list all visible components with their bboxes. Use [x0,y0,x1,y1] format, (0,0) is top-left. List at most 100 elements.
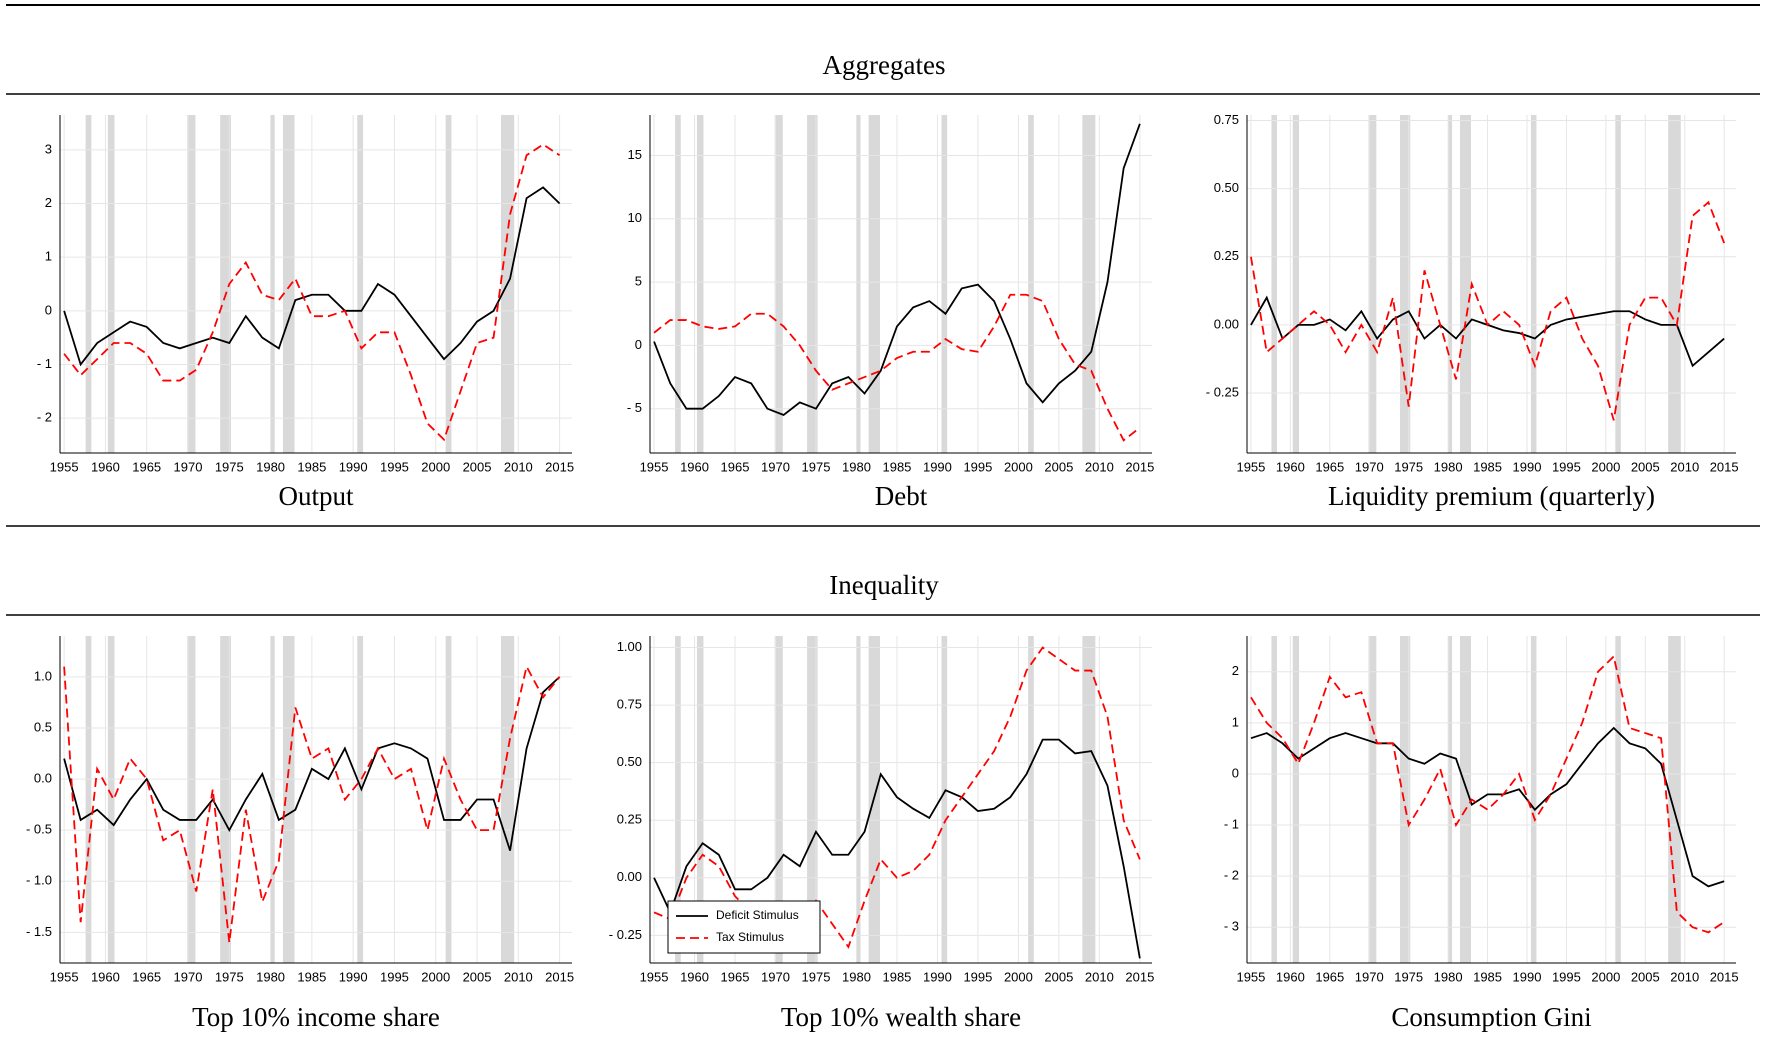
x-tick-label: 2000 [421,969,450,984]
y-tick-label: 0.50 [617,754,642,769]
recession-band [220,636,231,963]
series-line [653,646,1141,949]
recession-band [1668,636,1681,963]
x-tick-label: 1975 [1394,459,1423,474]
y-tick-label: 0.5 [34,719,52,734]
panel: 1955 1960 1965 1970 1975 1980 1985 1990 1995 2000… [1224,636,1739,1032]
series-line [63,676,561,851]
recession-band [107,636,115,963]
y-tick-label: - 1.5 [26,924,52,939]
y-tick-label: 0.00 [617,869,642,884]
x-tick-label: 1955 [50,969,79,984]
x-tick-label: 1970 [761,969,790,984]
recession-band [1530,636,1537,963]
x-tick-label: 1985 [1473,459,1502,474]
series-line [1250,654,1725,934]
y-tick-label: 0.25 [1214,248,1239,263]
x-tick-label: 1970 [761,459,790,474]
recession-band [1028,115,1034,453]
x-tick-label: 2005 [1631,459,1660,474]
recession-band [1082,115,1096,453]
x-tick-label: 1975 [802,969,831,984]
recession-band [270,636,275,963]
recession-band [675,115,681,453]
recession-band [1271,636,1277,963]
panel: 1955 1960 1965 1970 1975 1980 1985 1990 1995 2000… [1206,112,1739,511]
x-tick-label: 1990 [923,969,952,984]
x-tick-label: 2010 [504,969,533,984]
panel: 1955 1960 1965 1970 1975 1980 1985 1990 1995 2000… [627,115,1154,511]
recession-band [696,115,704,453]
recession-band [774,115,783,453]
x-tick-label: 1990 [1513,459,1542,474]
y-tick-label: 0.75 [1214,112,1239,127]
y-tick-label: - 2 [37,410,52,425]
x-tick-label: 1980 [1434,459,1463,474]
x-tick-label: 1965 [132,969,161,984]
series-line [1250,726,1725,888]
x-tick-label: 1960 [680,969,709,984]
chart-title: Top 10% wealth share [781,1002,1021,1032]
y-tick-label: 15 [628,147,642,162]
x-tick-label: 1955 [1236,969,1265,984]
x-tick-label: 1970 [1355,969,1384,984]
x-tick-label: 2010 [504,459,533,474]
y-tick-label: 5 [635,274,642,289]
chart-title: Liquidity premium (quarterly) [1328,481,1655,511]
x-tick-label: 2000 [1591,459,1620,474]
x-tick-label: 1960 [1276,969,1305,984]
x-tick-label: 1960 [1276,459,1305,474]
series-line [653,293,1141,442]
x-tick-label: 2005 [463,459,492,474]
x-tick-label: 1995 [380,969,409,984]
x-tick-label: 1985 [297,459,326,474]
y-tick-label: 0.0 [34,771,52,786]
section-title: Inequality [829,570,939,600]
recession-band [1368,115,1377,453]
y-tick-label: - 5 [627,400,642,415]
recession-band [856,636,861,963]
y-tick-label: - 0.5 [26,822,52,837]
recession-band [187,115,196,453]
recession-band [1448,636,1453,963]
panel: 1955 1960 1965 1970 1975 1980 1985 1990 1995 2000… [37,115,574,511]
series-line [653,738,1141,959]
y-tick-label: 0 [1232,765,1239,780]
x-tick-label: 1990 [339,459,368,474]
recession-band [1615,115,1621,453]
recession-band [357,115,364,453]
series-line [63,186,561,367]
x-tick-label: 2010 [1670,969,1699,984]
recession-band [1615,636,1621,963]
y-tick-label: - 1 [37,356,52,371]
y-tick-label: 0.75 [617,697,642,712]
recession-band [187,636,196,963]
recession-band [941,636,948,963]
x-tick-label: 2000 [421,459,450,474]
x-tick-label: 1975 [1394,969,1423,984]
x-tick-label: 1995 [1552,459,1581,474]
recession-band [1668,115,1681,453]
x-tick-label: 1960 [91,459,120,474]
x-tick-label: 1980 [842,969,871,984]
chart-title: Top 10% income share [192,1002,440,1032]
x-tick-label: 2010 [1085,459,1114,474]
recession-band [696,636,704,963]
recession-band [500,636,515,963]
y-tick-label: 10 [628,210,642,225]
y-tick-label: 1 [1232,714,1239,729]
recession-band [1292,636,1300,963]
recession-band [107,115,115,453]
recession-band [941,115,948,453]
y-tick-label: 0 [635,337,642,352]
x-tick-label: 1975 [802,459,831,474]
recession-band [282,115,295,453]
x-tick-label: 2015 [545,459,574,474]
x-tick-label: 1970 [174,459,203,474]
y-tick-label: - 1 [1224,816,1239,831]
recession-band [675,636,681,963]
x-tick-label: 2000 [1004,459,1033,474]
chart-title: Debt [875,481,928,511]
x-tick-label: 2000 [1004,969,1033,984]
